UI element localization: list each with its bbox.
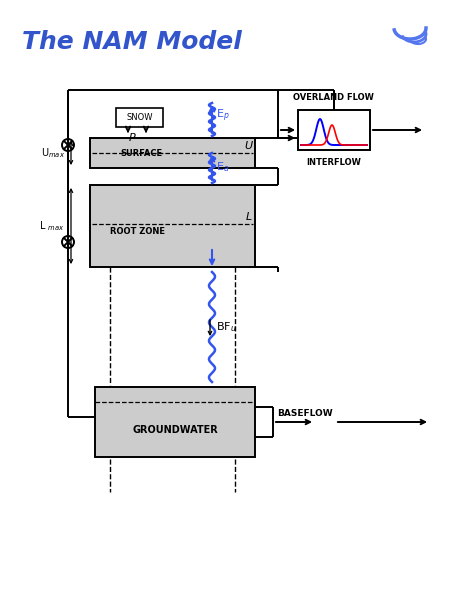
Text: BF$_u$: BF$_u$	[216, 320, 237, 334]
Text: ROOT ZONE: ROOT ZONE	[110, 226, 165, 235]
Text: OVERLAND FLOW: OVERLAND FLOW	[293, 93, 374, 102]
Bar	[298, 110, 370, 150]
Bar	[90, 138, 255, 168]
Bar	[90, 185, 255, 267]
Text: BASEFLOW: BASEFLOW	[277, 409, 333, 418]
Text: P: P	[129, 133, 136, 143]
Bar	[95, 387, 255, 457]
Text: SNOW: SNOW	[126, 113, 153, 122]
Text: The NAM Model: The NAM Model	[22, 30, 242, 54]
Text: E$_a$: E$_a$	[216, 160, 230, 174]
Bar	[116, 108, 163, 127]
Text: SURFACE: SURFACE	[120, 148, 162, 157]
Text: U: U	[244, 141, 252, 151]
Text: GROUNDWATER: GROUNDWATER	[132, 425, 218, 434]
Text: E$_p$: E$_p$	[216, 108, 230, 124]
Text: INTERFLOW: INTERFLOW	[306, 158, 361, 167]
Text: L $_{max}$: L $_{max}$	[40, 219, 65, 233]
Text: L: L	[246, 212, 252, 223]
Text: U$_{max}$: U$_{max}$	[41, 146, 65, 160]
